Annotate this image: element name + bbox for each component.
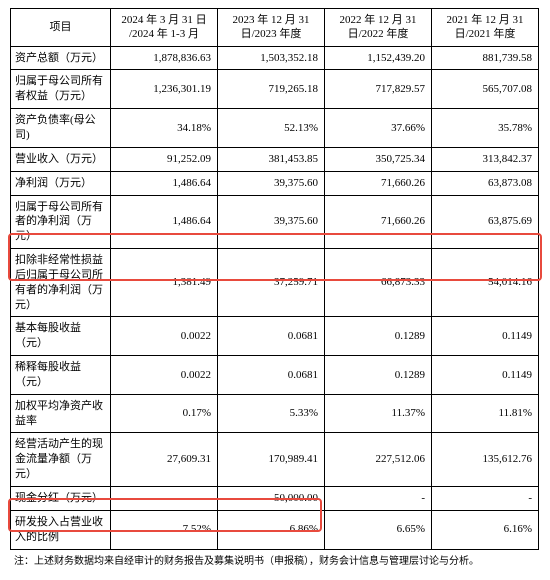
- row-value: 0.0022: [111, 317, 218, 356]
- row-value: 0.1149: [432, 317, 539, 356]
- row-value: 5.33%: [218, 394, 325, 433]
- row-value: 7.52%: [111, 510, 218, 549]
- row-value: 52.13%: [218, 109, 325, 148]
- row-value: 91,252.09: [111, 147, 218, 171]
- row-value: 54,014.16: [432, 249, 539, 317]
- row-value: 1,381.49: [111, 249, 218, 317]
- table-row: 营业收入（万元）91,252.09381,453.85350,725.34313…: [11, 147, 539, 171]
- col-header-1: 2024 年 3 月 31 日/2024 年 1-3 月: [111, 9, 218, 47]
- row-value: 227,512.06: [325, 433, 432, 487]
- row-value: 39,375.60: [218, 195, 325, 249]
- row-value: 6.16%: [432, 510, 539, 549]
- table-row: 资产总额（万元）1,878,836.631,503,352.181,152,43…: [11, 46, 539, 70]
- row-value: 37,259.71: [218, 249, 325, 317]
- row-value: 1,486.64: [111, 195, 218, 249]
- col-header-2: 2023 年 12 月 31 日/2023 年度: [218, 9, 325, 47]
- row-label: 稀释每股收益（元）: [11, 356, 111, 395]
- row-value: 565,707.08: [432, 70, 539, 109]
- row-value: -: [432, 487, 539, 511]
- row-value: 1,486.64: [111, 171, 218, 195]
- row-value: 50,000.00: [218, 487, 325, 511]
- table-row: 现金分红（万元）-50,000.00--: [11, 487, 539, 511]
- col-header-2-l1: 2023 年 12 月 31: [233, 14, 310, 26]
- row-value: 717,829.57: [325, 70, 432, 109]
- row-value: 11.81%: [432, 394, 539, 433]
- row-label: 经营活动产生的现金流量净额（万元）: [11, 433, 111, 487]
- table-row: 归属于母公司所有者的净利润（万元）1,486.6439,375.6071,660…: [11, 195, 539, 249]
- table-row: 加权平均净资产收益率0.17%5.33%11.37%11.81%: [11, 394, 539, 433]
- row-value: 881,739.58: [432, 46, 539, 70]
- row-label: 资产负债率(母公司): [11, 109, 111, 148]
- row-value: 0.1289: [325, 317, 432, 356]
- row-value: 11.37%: [325, 394, 432, 433]
- table-row: 扣除非经常性损益后归属于母公司所有者的净利润（万元）1,381.4937,259…: [11, 249, 539, 317]
- row-label: 加权平均净资产收益率: [11, 394, 111, 433]
- row-value: -: [325, 487, 432, 511]
- row-value: 71,660.26: [325, 171, 432, 195]
- row-value: 37.66%: [325, 109, 432, 148]
- row-value: 0.0681: [218, 356, 325, 395]
- row-value: 350,725.34: [325, 147, 432, 171]
- col-header-3-l1: 2022 年 12 月 31: [340, 14, 417, 26]
- row-value: 34.18%: [111, 109, 218, 148]
- row-value: 1,503,352.18: [218, 46, 325, 70]
- row-value: 6.86%: [218, 510, 325, 549]
- col-header-0-l1: 项目: [50, 21, 72, 33]
- row-value: 1,152,439.20: [325, 46, 432, 70]
- table-row: 净利润（万元）1,486.6439,375.6071,660.2663,873.…: [11, 171, 539, 195]
- table-header-row: 项目 2024 年 3 月 31 日/2024 年 1-3 月 2023 年 1…: [11, 9, 539, 47]
- col-header-0: 项目: [11, 9, 111, 47]
- table-row: 稀释每股收益（元）0.00220.06810.12890.1149: [11, 356, 539, 395]
- row-value: 66,873.33: [325, 249, 432, 317]
- row-value: 39,375.60: [218, 171, 325, 195]
- row-value: 135,612.76: [432, 433, 539, 487]
- row-value: 0.0681: [218, 317, 325, 356]
- row-value: 719,265.18: [218, 70, 325, 109]
- row-value: 0.17%: [111, 394, 218, 433]
- row-value: 63,875.69: [432, 195, 539, 249]
- table-row: 归属于母公司所有者权益（万元）1,236,301.19719,265.18717…: [11, 70, 539, 109]
- row-value: 1,878,836.63: [111, 46, 218, 70]
- col-header-4-l1: 2021 年 12 月 31: [447, 14, 524, 26]
- footnote: 注：上述财务数据均来自经审计的财务报告及募集说明书（申报稿），财务会计信息与管理…: [14, 552, 540, 567]
- row-value: 0.1149: [432, 356, 539, 395]
- row-value: 35.78%: [432, 109, 539, 148]
- col-header-2-l2: 日/2023 年度: [241, 28, 302, 40]
- row-label: 研发投入占营业收入的比例: [11, 510, 111, 549]
- financial-table: 项目 2024 年 3 月 31 日/2024 年 1-3 月 2023 年 1…: [10, 8, 539, 550]
- row-label: 归属于母公司所有者的净利润（万元）: [11, 195, 111, 249]
- row-value: 27,609.31: [111, 433, 218, 487]
- row-label: 基本每股收益（元）: [11, 317, 111, 356]
- col-header-4-l2: 日/2021 年度: [455, 28, 516, 40]
- row-value: 63,873.08: [432, 171, 539, 195]
- row-value: -: [111, 487, 218, 511]
- row-value: 71,660.26: [325, 195, 432, 249]
- table-row: 研发投入占营业收入的比例7.52%6.86%6.65%6.16%: [11, 510, 539, 549]
- col-header-1-l2: /2024 年 1-3 月: [129, 28, 199, 40]
- row-label: 扣除非经常性损益后归属于母公司所有者的净利润（万元）: [11, 249, 111, 317]
- row-label: 净利润（万元）: [11, 171, 111, 195]
- row-label: 营业收入（万元）: [11, 147, 111, 171]
- col-header-4: 2021 年 12 月 31 日/2021 年度: [432, 9, 539, 47]
- col-header-3-l2: 日/2022 年度: [348, 28, 409, 40]
- col-header-3: 2022 年 12 月 31 日/2022 年度: [325, 9, 432, 47]
- row-value: 6.65%: [325, 510, 432, 549]
- row-value: 313,842.37: [432, 147, 539, 171]
- col-header-1-l1: 2024 年 3 月 31 日: [121, 14, 206, 26]
- row-value: 381,453.85: [218, 147, 325, 171]
- row-label: 现金分红（万元）: [11, 487, 111, 511]
- row-value: 1,236,301.19: [111, 70, 218, 109]
- row-value: 170,989.41: [218, 433, 325, 487]
- table-row: 经营活动产生的现金流量净额（万元）27,609.31170,989.41227,…: [11, 433, 539, 487]
- table-row: 资产负债率(母公司)34.18%52.13%37.66%35.78%: [11, 109, 539, 148]
- table-row: 基本每股收益（元）0.00220.06810.12890.1149: [11, 317, 539, 356]
- row-label: 资产总额（万元）: [11, 46, 111, 70]
- row-label: 归属于母公司所有者权益（万元）: [11, 70, 111, 109]
- row-value: 0.1289: [325, 356, 432, 395]
- row-value: 0.0022: [111, 356, 218, 395]
